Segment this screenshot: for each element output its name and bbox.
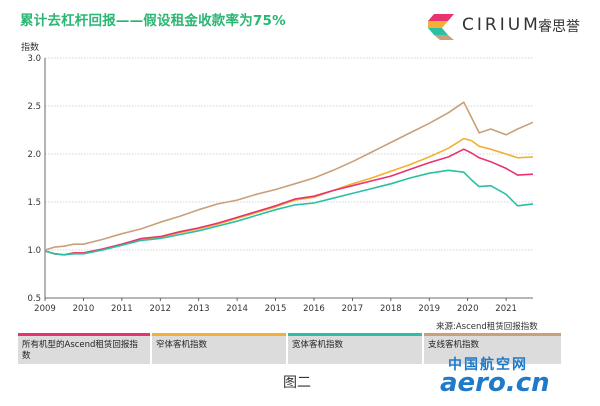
x-tick-label: 2017 bbox=[342, 304, 364, 314]
legend-swatch-narrowbody bbox=[152, 333, 286, 336]
legend-label-all: 所有机型的Ascend租赁回报指数 bbox=[22, 340, 138, 361]
x-tick-label: 2011 bbox=[111, 304, 133, 314]
x-tick-label: 2021 bbox=[495, 304, 517, 314]
y-tick-label: 2.0 bbox=[27, 150, 41, 160]
legend: 所有机型的Ascend租赁回报指数 窄体客机指数 宽体客机指数 支线客机指数 bbox=[18, 333, 561, 364]
series-line-3 bbox=[44, 101, 534, 251]
figure-caption: 图二 bbox=[283, 375, 311, 391]
x-tick-label: 2020 bbox=[457, 304, 479, 314]
y-axis-label: 指数 bbox=[21, 41, 39, 53]
y-tick-label: 1.0 bbox=[27, 246, 41, 256]
series-line-0 bbox=[44, 148, 534, 256]
watermark-en: aero.cn bbox=[440, 368, 550, 398]
brand-name: CIRIUM bbox=[462, 15, 541, 35]
legend-label-regional: 支线客机指数 bbox=[428, 340, 480, 350]
y-tick-label: 3.0 bbox=[27, 54, 41, 64]
legend-item-widebody: 宽体客机指数 bbox=[288, 333, 422, 364]
series-line-2 bbox=[44, 169, 534, 256]
brand-cn-name: 睿思誉 bbox=[538, 19, 580, 35]
legend-swatch-widebody bbox=[288, 333, 422, 336]
legend-label-narrowbody: 窄体客机指数 bbox=[156, 340, 208, 350]
cirium-logo-icon bbox=[428, 14, 454, 40]
line-chart: 指数 0.5 1.0 1.5 2.0 2.5 3.0 2009 2010 2011 2012 2013… bbox=[21, 41, 534, 314]
x-tick-label: 2010 bbox=[73, 304, 95, 314]
watermark-cn: 中国航空网 bbox=[448, 357, 528, 373]
source-note: 来源:Ascend租赁回报指数 bbox=[436, 322, 538, 332]
legend-label-widebody: 宽体客机指数 bbox=[292, 340, 344, 350]
x-tick-label: 2014 bbox=[226, 304, 248, 314]
legend-item-regional: 支线客机指数 bbox=[424, 333, 561, 364]
y-tick-label: 2.5 bbox=[27, 102, 41, 112]
y-tick-label: 0.5 bbox=[27, 294, 41, 304]
legend-swatch-regional bbox=[424, 333, 561, 336]
x-tick-label: 2015 bbox=[265, 304, 287, 314]
legend-swatch-all bbox=[18, 333, 150, 336]
legend-item-narrowbody: 窄体客机指数 bbox=[152, 333, 286, 364]
brand: CIRIUM 睿思誉 bbox=[428, 12, 593, 42]
legend-item-all: 所有机型的Ascend租赁回报指数 bbox=[18, 333, 150, 364]
chart-title: 累计去杠杆回报——假设租金收款率为75% bbox=[20, 13, 286, 29]
x-tick-label: 2016 bbox=[303, 304, 325, 314]
x-tick-label: 2009 bbox=[34, 304, 56, 314]
watermark: 中国航空网 aero.cn bbox=[440, 352, 600, 406]
x-tick-label: 2013 bbox=[188, 304, 210, 314]
x-tick-label: 2019 bbox=[418, 304, 440, 314]
y-tick-label: 1.5 bbox=[27, 198, 41, 208]
x-tick-label: 2012 bbox=[149, 304, 171, 314]
series-line-1 bbox=[44, 137, 534, 256]
x-tick-label: 2018 bbox=[380, 304, 402, 314]
